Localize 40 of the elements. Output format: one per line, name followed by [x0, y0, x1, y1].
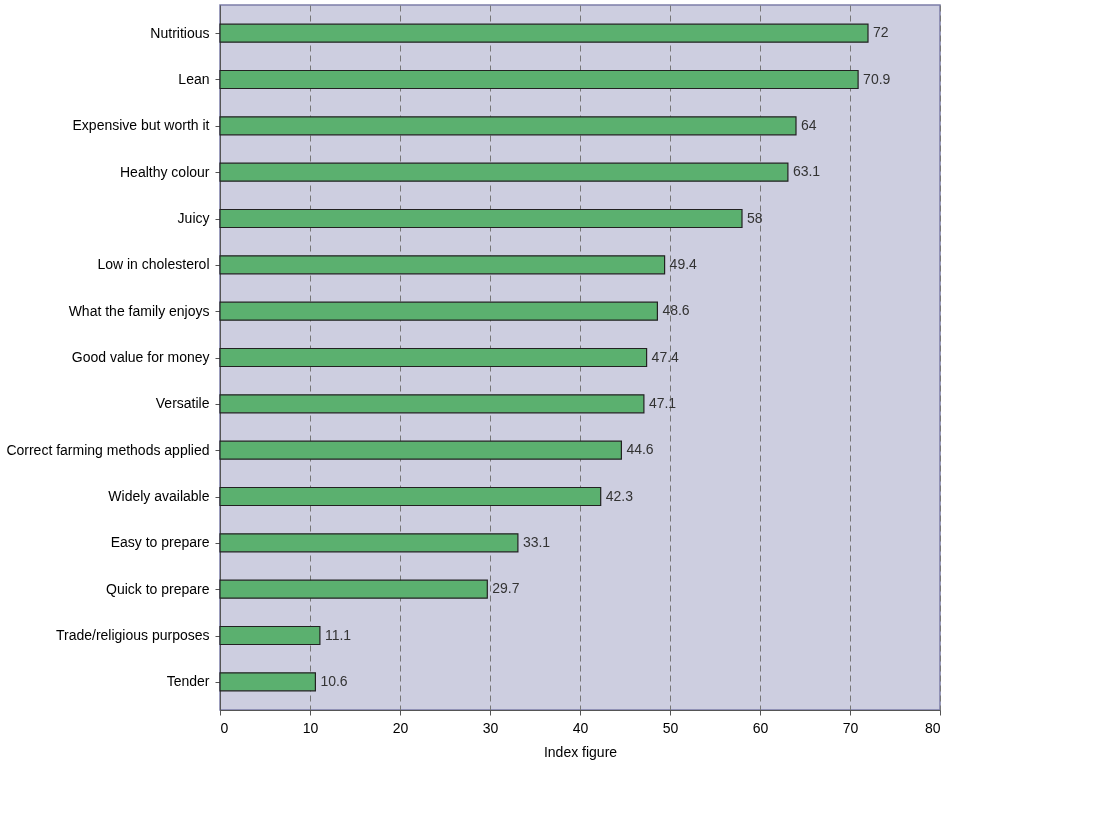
y-tick-label: Trade/religious purposes	[55, 627, 210, 643]
data-label: 47.4	[651, 348, 680, 365]
y-tick-label: Good value for money	[71, 349, 210, 365]
x-tick-label: 10	[302, 719, 319, 736]
y-tick-label: What the family enjoys	[68, 302, 210, 319]
x-tick-label: 20	[392, 719, 409, 736]
x-tick-label: 0	[220, 719, 229, 736]
data-label: 33.1	[522, 533, 551, 550]
y-tick-label: Juicy	[177, 210, 210, 226]
y-tick-label: Correct farming methods applied	[6, 441, 210, 458]
data-label: 11.1	[324, 626, 352, 643]
x-tick-label: 30	[482, 719, 499, 736]
y-tick-label: Expensive but worth it	[72, 117, 210, 134]
data-label: 64	[801, 116, 817, 133]
y-tick-label: Versatile	[155, 395, 210, 412]
data-label: 44.6	[626, 441, 654, 458]
data-label: 72	[873, 24, 889, 41]
data-label: 63.1	[792, 163, 821, 180]
y-tick-label: Low in cholesterol	[97, 256, 210, 273]
data-label: 49.4	[669, 255, 698, 272]
y-tick-label: Easy to prepare	[110, 534, 210, 551]
x-tick-label: 40	[572, 719, 589, 736]
x-tick-label: 60	[752, 719, 769, 736]
data-label: 47.1	[648, 394, 677, 411]
data-label: 29.7	[492, 580, 520, 597]
data-label: 58	[747, 209, 763, 226]
data-label: 42.3	[605, 487, 634, 504]
data-label: 10.6	[320, 672, 348, 689]
y-tick-label: Lean	[178, 71, 210, 87]
x-axis-title: Index figure	[543, 743, 618, 760]
y-tick-label: Healthy colour	[120, 163, 210, 180]
y-tick-label: Nutritious	[150, 24, 210, 41]
x-tick-label: 80	[924, 719, 941, 736]
y-tick-label: Tender	[166, 673, 210, 690]
x-tick-label: 70	[842, 719, 859, 736]
data-label: 70.9	[863, 70, 891, 87]
x-tick-label: 50	[662, 719, 679, 736]
y-tick-label: Widely available	[108, 488, 210, 504]
data-label: 48.6	[662, 302, 690, 319]
y-tick-label: Quick to prepare	[106, 580, 210, 597]
